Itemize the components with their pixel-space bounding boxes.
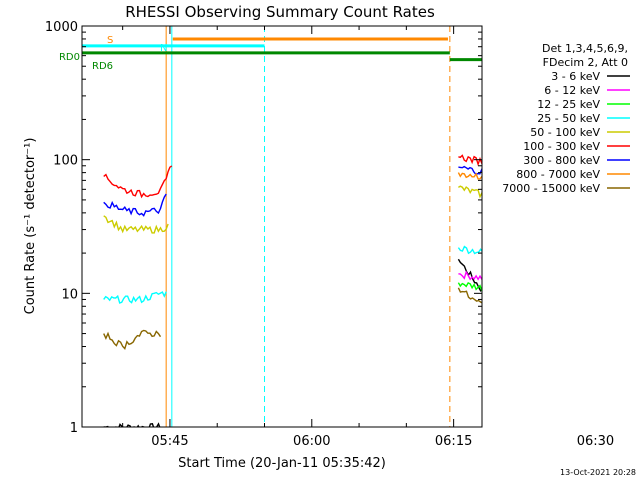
y-tick-label-100: 100: [53, 154, 78, 169]
chart-title: RHESSI Observing Summary Count Rates: [125, 3, 435, 21]
flag-label-3: RD0: [59, 52, 80, 63]
series-line-7: [103, 165, 482, 217]
legend-label-3: 12 - 25 keV: [537, 98, 600, 111]
series-line-6: [103, 154, 482, 199]
svg-text:Count Rate (s⁻¹ detector⁻¹): Count Rate (s⁻¹ detector⁻¹): [23, 138, 38, 315]
legend-header-line-2: FDecim 2, Att 0: [543, 56, 628, 69]
plot-frame: [81, 25, 483, 428]
legend-label-5: 50 - 100 keV: [530, 126, 600, 139]
y-tick-label-1000: 1000: [45, 20, 78, 35]
x-tick-label-1: 05:45: [151, 434, 188, 449]
legend-label-6: 100 - 300 keV: [523, 140, 600, 153]
x-tick-label-3: 06:15: [435, 434, 472, 449]
series-line-1: [103, 258, 482, 427]
flag-label-2: N: [160, 43, 167, 54]
series-line-9: [103, 287, 482, 350]
flag-label-1: S: [107, 35, 113, 46]
legend-header-line-1: Det 1,3,4,5,6,9,: [542, 42, 628, 55]
series-line-5: [103, 185, 482, 234]
legend-label-9: 7000 - 15000 keV: [502, 182, 600, 195]
legend-label-1: 3 - 6 keV: [551, 70, 600, 83]
legend-label-4: 25 - 50 keV: [537, 112, 600, 125]
series-line-4: [103, 245, 482, 304]
flag-label-4: RD6: [92, 61, 113, 72]
legend-label-7: 300 - 800 keV: [523, 154, 600, 167]
legend-label-2: 6 - 12 keV: [544, 84, 600, 97]
y-axis-label: Count Rate (s⁻¹ detector⁻¹): [23, 138, 38, 315]
x-axis-label: Start Time (20-Jan-11 05:35:42): [178, 456, 386, 471]
legend-label-8: 800 - 7000 keV: [516, 168, 600, 181]
y-tick-label-1: 1: [70, 421, 78, 436]
y-tick-label-10: 10: [61, 287, 78, 302]
footer-date: 13-Oct-2021 20:28: [560, 468, 636, 477]
x-tick-label-4: 06:30: [577, 434, 614, 449]
x-tick-label-2: 06:00: [293, 434, 330, 449]
